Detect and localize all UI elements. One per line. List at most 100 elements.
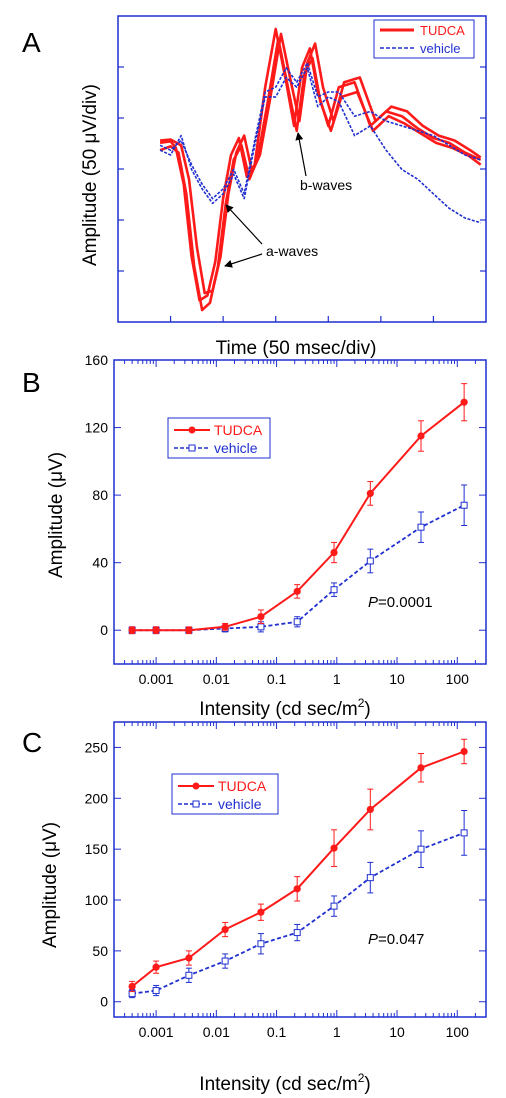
panel-b-legend-vehicle: vehicle bbox=[214, 440, 258, 456]
panel-c-point-tudca bbox=[221, 925, 229, 934]
panel-c-legend-tudca: TUDCA bbox=[218, 778, 267, 794]
panel-b-xtick-label: 0.01 bbox=[203, 671, 230, 687]
panel-c-xlabel-sup: 2 bbox=[358, 1071, 365, 1085]
a-waves-label: a-waves bbox=[266, 243, 318, 259]
panel-a-legend-vehicle: vehicle bbox=[420, 41, 460, 56]
panel-b-point-tudca bbox=[417, 432, 425, 440]
panel-b-xlabel: Intensity (cd sec/m2) bbox=[199, 696, 370, 720]
panel-c-legend-box bbox=[171, 773, 279, 815]
panel-c-ytick-label: 200 bbox=[85, 790, 109, 806]
panel-c-ytick-label: 50 bbox=[92, 943, 108, 959]
panel-a-ylabel: Amplitude (50 μV/div) bbox=[80, 84, 101, 266]
panel-c-point-tudca bbox=[460, 747, 468, 756]
panel-a: A Time (50 msec/div) Amplitude (50 μV/di… bbox=[22, 15, 487, 359]
panel-c-point-vehicle bbox=[152, 987, 160, 995]
panel-c-point-tudca bbox=[152, 963, 160, 971]
panel-b-legend-box bbox=[167, 417, 271, 459]
panel-c-point-vehicle bbox=[185, 971, 193, 979]
panel-c-point-tudca bbox=[185, 954, 193, 962]
panel-b-ylabel: Amplitude (μV) bbox=[46, 452, 67, 578]
panel-b-line-tudca bbox=[132, 401, 465, 632]
panel-b-p-italic: P bbox=[368, 594, 378, 611]
trace-vehicle-1 bbox=[159, 67, 481, 224]
panel-b-xtick-label: 1 bbox=[333, 671, 341, 687]
panel-c-legend-vehicle: vehicle bbox=[218, 796, 262, 812]
panel-a-legend-tudca: TUDCA bbox=[420, 23, 465, 38]
panel-b-legend-tudca-marker bbox=[188, 426, 196, 434]
panel-b-ytick-label: 40 bbox=[92, 555, 108, 571]
panel-c-ytick-label: 150 bbox=[85, 841, 109, 857]
a-waves-arrow-1 bbox=[225, 204, 263, 245]
panel-b-xlabel-sup: 2 bbox=[358, 696, 365, 710]
panel-c-xtick-label: 10 bbox=[389, 1024, 405, 1040]
panel-b-point-tudca bbox=[293, 587, 301, 595]
panel-a-annotation-a-waves: a-waves bbox=[224, 204, 318, 268]
panel-b-ytick-label: 120 bbox=[85, 420, 109, 436]
panel-c-point-vehicle bbox=[257, 940, 265, 948]
a-waves-arrow-2 bbox=[224, 253, 263, 268]
panel-c-point-vehicle bbox=[221, 957, 229, 965]
panel-a-axes bbox=[117, 15, 487, 323]
panel-b-point-vehicle bbox=[417, 523, 425, 531]
panel-b-point-tudca bbox=[366, 489, 374, 498]
b-waves-label: b-waves bbox=[300, 177, 352, 193]
panel-c-xtick-label: 100 bbox=[446, 1024, 470, 1040]
panel-c-p-italic: P bbox=[368, 931, 378, 948]
trace-tudca-3 bbox=[159, 32, 482, 295]
panel-c-legend-vehicle-marker bbox=[192, 800, 200, 808]
panel-c-point-vehicle bbox=[366, 874, 374, 882]
panel-c-line-vehicle bbox=[131, 832, 465, 995]
panel-c-xtick-label: 0.001 bbox=[139, 1024, 174, 1040]
panel-c-point-tudca bbox=[366, 805, 374, 814]
panel-c-legend: TUDCA vehicle bbox=[171, 773, 279, 815]
panel-c-xtick-label: 0.1 bbox=[267, 1024, 287, 1040]
panel-b-legend: TUDCA vehicle bbox=[167, 417, 271, 459]
panel-b-label: B bbox=[22, 367, 41, 398]
panel-b-point-tudca bbox=[128, 626, 136, 634]
panel-b-point-vehicle bbox=[257, 623, 265, 631]
panel-b-p-rest: =0.0001 bbox=[378, 594, 433, 611]
panel-c-xlabel-main: Intensity (cd sec/m bbox=[199, 1074, 357, 1095]
panel-c-ytick-label: 100 bbox=[85, 892, 109, 908]
panel-b-ytick-label: 160 bbox=[85, 352, 109, 368]
panel-c-xtick-label: 1 bbox=[333, 1024, 341, 1040]
panel-b-legend-tudca: TUDCA bbox=[214, 422, 263, 438]
panel-b-frame bbox=[113, 359, 487, 665]
panel-b-xtick-label: 10 bbox=[389, 671, 405, 687]
panel-b-xtick-label: 100 bbox=[446, 671, 470, 687]
panel-c-legend-tudca-marker bbox=[192, 782, 200, 790]
panel-c-point-tudca bbox=[330, 844, 338, 852]
panel-b-xlabel-main: Intensity (cd sec/m bbox=[199, 699, 357, 720]
panel-b-point-tudca bbox=[257, 613, 265, 621]
panel-a-legend-box bbox=[373, 19, 475, 59]
panel-b-point-tudca bbox=[221, 623, 229, 631]
b-waves-arrow bbox=[295, 132, 307, 177]
panel-c-point-vehicle bbox=[293, 929, 301, 937]
panel-b-point-tudca bbox=[152, 626, 160, 634]
panel-b-xtick-label: 0.1 bbox=[267, 671, 287, 687]
panel-c-ytick-label: 250 bbox=[85, 739, 109, 755]
panel-a-annotation-b-waves: b-waves bbox=[295, 132, 352, 193]
panel-b-axes: 0.001 0.01 0.1 1 10 100 0 40 80 120 160 bbox=[85, 352, 487, 687]
panel-c-p-rest: =0.047 bbox=[378, 931, 424, 948]
panel-c-point-vehicle bbox=[460, 829, 468, 837]
panel-c-point-vehicle bbox=[417, 845, 425, 853]
panel-b: B 0.001 0.01 0.1 1 10 100 0 40 80 120 160 Intensit… bbox=[22, 352, 487, 720]
trace-tudca-2 bbox=[159, 37, 482, 312]
panel-b-ytick-label: 80 bbox=[92, 487, 108, 503]
panel-b-ytick-label: 0 bbox=[100, 622, 108, 638]
panel-b-line-vehicle bbox=[132, 504, 465, 632]
panel-a-legend: TUDCA vehicle bbox=[373, 19, 475, 59]
panel-b-point-tudca bbox=[185, 626, 193, 634]
panel-c-line-tudca bbox=[131, 750, 465, 988]
panel-c-point-tudca bbox=[417, 764, 425, 772]
panel-c-point-tudca bbox=[257, 908, 265, 916]
panel-c-point-vehicle bbox=[330, 902, 338, 910]
panel-a-traces bbox=[159, 27, 482, 312]
panel-b-plot bbox=[128, 383, 468, 635]
panel-c-xlabel-end: ) bbox=[364, 1074, 370, 1095]
panel-a-label: A bbox=[22, 27, 41, 58]
panel-c-xlabel: Intensity (cd sec/m2) bbox=[199, 1071, 370, 1095]
trace-vehicle-2 bbox=[159, 62, 481, 200]
